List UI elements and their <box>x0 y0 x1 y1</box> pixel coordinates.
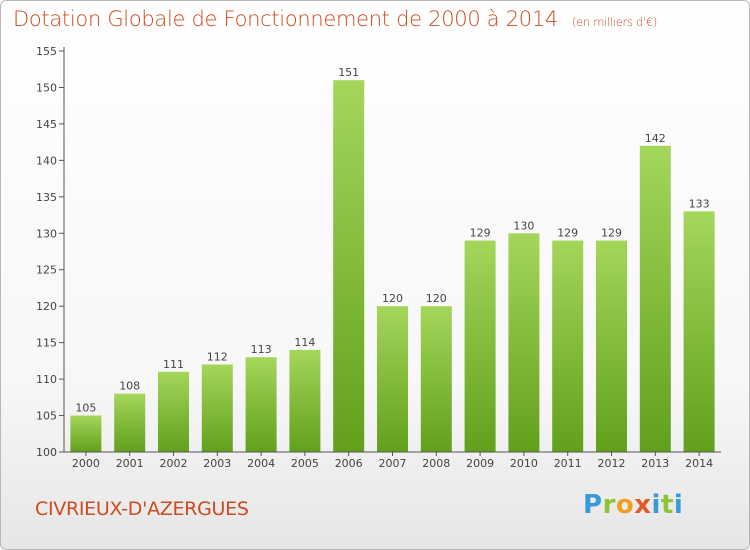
bar-value-label: 120 <box>382 292 403 305</box>
x-tick-label: 2010 <box>510 457 538 470</box>
x-tick-label: 2004 <box>247 457 275 470</box>
bar <box>201 364 233 452</box>
x-tick-label: 2006 <box>335 457 363 470</box>
x-tick-label: 2013 <box>641 457 669 470</box>
bar-value-label: 129 <box>601 227 622 240</box>
chart-title: Dotation Globale de Fonctionnement de 20… <box>13 7 657 31</box>
bar <box>420 306 452 452</box>
bar-value-label: 113 <box>251 343 272 356</box>
bar <box>464 240 496 452</box>
axes <box>63 47 721 453</box>
x-tick-label: 2003 <box>203 457 231 470</box>
bar <box>596 240 627 452</box>
x-tick-label: 2014 <box>685 457 713 470</box>
x-tick-label: 2000 <box>72 457 100 470</box>
x-tick-label: 2012 <box>598 457 626 470</box>
bar-value-label: 120 <box>426 292 447 305</box>
chart-subtitle: (en milliers d'€) <box>571 15 658 29</box>
bar <box>552 240 584 452</box>
y-tick-label: 145 <box>36 118 57 131</box>
bar <box>245 357 277 452</box>
bar-value-label: 129 <box>470 227 491 240</box>
bar-value-label: 151 <box>338 66 359 79</box>
bars: 105 108 111 112 113 114 151 120 120 129 130 129 129 1… <box>70 66 715 453</box>
x-tick-label: 2011 <box>554 457 582 470</box>
y-tick-label: 105 <box>36 410 57 423</box>
bar-value-label: 105 <box>75 402 96 415</box>
logo-letter: x <box>634 490 652 520</box>
bar-value-label: 129 <box>557 227 578 240</box>
x-tick-label: 2002 <box>160 457 188 470</box>
commune-name: CIVRIEUX-D'AZERGUES <box>35 498 249 520</box>
x-tick-label: 2001 <box>116 457 144 470</box>
logo-letter: r <box>602 490 616 520</box>
y-tick-label: 115 <box>36 337 57 350</box>
bar-value-label: 114 <box>294 336 315 349</box>
logo-letter: o <box>615 490 635 520</box>
bar <box>639 145 671 453</box>
bar-value-label: 112 <box>207 351 228 364</box>
bar <box>289 349 321 452</box>
y-tick-label: 125 <box>36 264 57 277</box>
y-tick-label: 140 <box>36 154 57 167</box>
bar <box>70 415 102 452</box>
x-tick-label: 2005 <box>291 457 319 470</box>
logo-letter: i <box>673 490 684 520</box>
proxiti-logo[interactable]: Proxiti <box>583 490 683 520</box>
y-tick-label: 155 <box>36 45 57 58</box>
y-tick-label: 130 <box>36 227 57 240</box>
y-tick-label: 120 <box>36 300 57 313</box>
y-tick-label: 135 <box>36 191 57 204</box>
bar <box>158 371 189 452</box>
x-tick-label: 2009 <box>466 457 494 470</box>
y-tick-label: 100 <box>36 446 57 459</box>
logo-letter: P <box>583 490 603 520</box>
bar <box>333 80 365 452</box>
logo-letter: i <box>651 490 661 520</box>
bar-value-label: 111 <box>163 358 184 371</box>
x-tick-label: 2008 <box>422 457 450 470</box>
y-tick-label: 110 <box>36 373 57 386</box>
bar <box>683 211 715 452</box>
logo-letter: t <box>660 490 674 520</box>
bar-value-label: 108 <box>119 380 140 393</box>
bar <box>114 393 146 452</box>
bar-value-label: 133 <box>689 197 710 210</box>
bar-value-label: 130 <box>513 219 534 232</box>
bar <box>377 306 408 452</box>
y-tick-label: 150 <box>36 81 57 94</box>
y-axis-ticks: 100 105 110 115 120 125 130 135 140 145 150 155 <box>36 45 64 459</box>
bar <box>508 233 540 452</box>
x-tick-label: 2007 <box>379 457 407 470</box>
chart-title-text: Dotation Globale de Fonctionnement de 20… <box>13 7 558 31</box>
bar-value-label: 142 <box>645 132 666 145</box>
x-axis-ticks: 2000 2001 2002 2003 2004 2005 2006 2007 2008 2009… <box>72 452 713 470</box>
